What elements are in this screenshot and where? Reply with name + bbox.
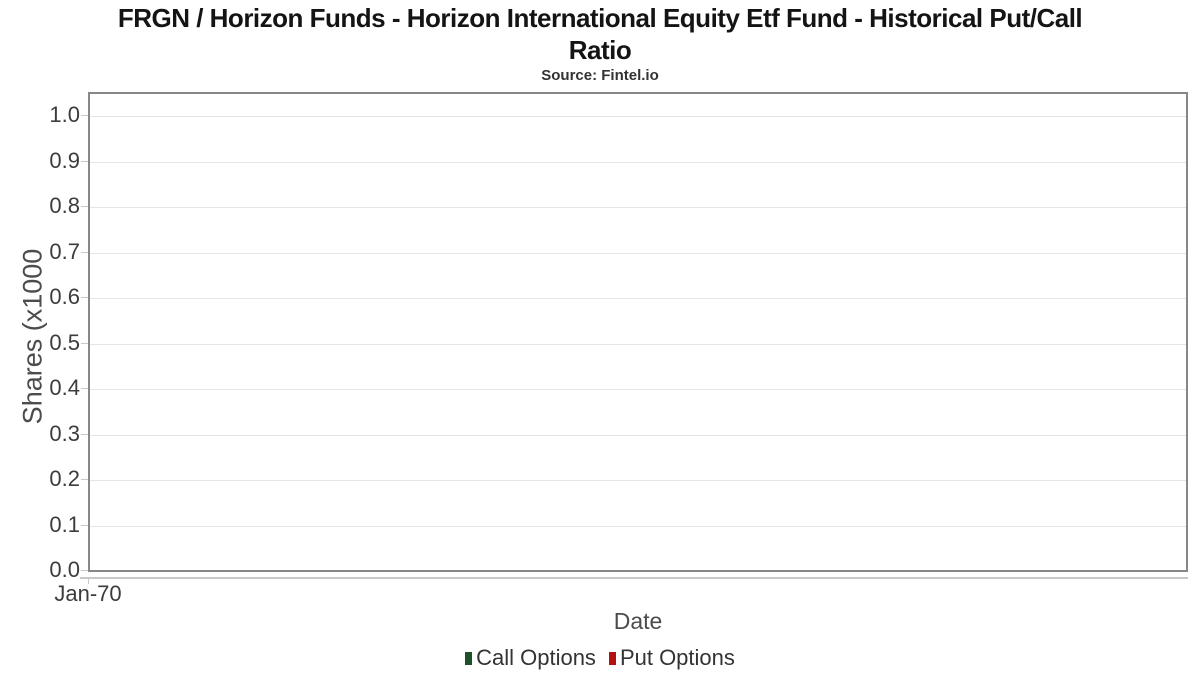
y-gridline <box>90 389 1186 390</box>
y-gridline <box>90 116 1186 117</box>
y-tick-mark <box>81 524 88 526</box>
y-tick-label: 0.0 <box>49 557 80 582</box>
y-gridline <box>90 298 1186 299</box>
y-tick-mark <box>81 251 88 253</box>
y-gridline <box>90 525 1186 527</box>
y-tick-mark <box>81 115 88 116</box>
legend-marker <box>608 651 616 665</box>
x-tick-mark <box>88 577 89 584</box>
y-tick-mark <box>81 388 88 389</box>
y-gridline <box>90 161 1186 163</box>
y-tick-label: 0.5 <box>49 329 80 355</box>
y-gridline <box>90 343 1186 345</box>
legend: Call Options Put Options <box>0 646 1200 670</box>
plot-area <box>88 92 1188 572</box>
y-gridline <box>90 434 1186 436</box>
legend-item-label: Call Options <box>476 645 596 670</box>
x-tick-label: Jan-70 <box>54 581 122 606</box>
y-tick-label: 1.0 <box>49 102 80 127</box>
x-axis-line <box>80 577 1188 579</box>
y-tick-label: 0.6 <box>49 284 80 309</box>
legend-marker <box>465 651 473 665</box>
y-gridline <box>90 252 1186 254</box>
legend-item-label: Put Options <box>619 645 735 670</box>
chart-subtitle: Source: Fintel.io <box>541 67 659 84</box>
y-tick-label: 0.8 <box>49 193 80 218</box>
y-tick-label: 0.4 <box>49 375 80 400</box>
y-gridline <box>90 207 1186 208</box>
y-tick-label: 0.2 <box>49 466 80 491</box>
y-tick-mark <box>81 297 88 298</box>
y-tick-label: 0.9 <box>49 147 80 173</box>
y-tick-label: 0.7 <box>49 238 80 264</box>
legend-item-call-options[interactable]: Call Options <box>465 646 596 670</box>
y-tick-mark <box>81 433 88 435</box>
chart-title: FRGN / Horizon Funds - Horizon Internati… <box>117 3 1083 65</box>
y-gridline <box>90 480 1186 481</box>
legend-item-put-options[interactable]: Put Options <box>608 645 735 670</box>
y-tick-mark <box>81 479 88 480</box>
y-tick-mark <box>81 342 88 344</box>
y-tick-mark <box>81 160 88 162</box>
y-tick-label: 0.3 <box>49 420 80 446</box>
y-tick-mark <box>81 570 88 571</box>
y-tick-mark <box>81 206 88 207</box>
x-axis-title: Date <box>613 608 663 634</box>
y-tick-label: 0.1 <box>49 511 80 537</box>
